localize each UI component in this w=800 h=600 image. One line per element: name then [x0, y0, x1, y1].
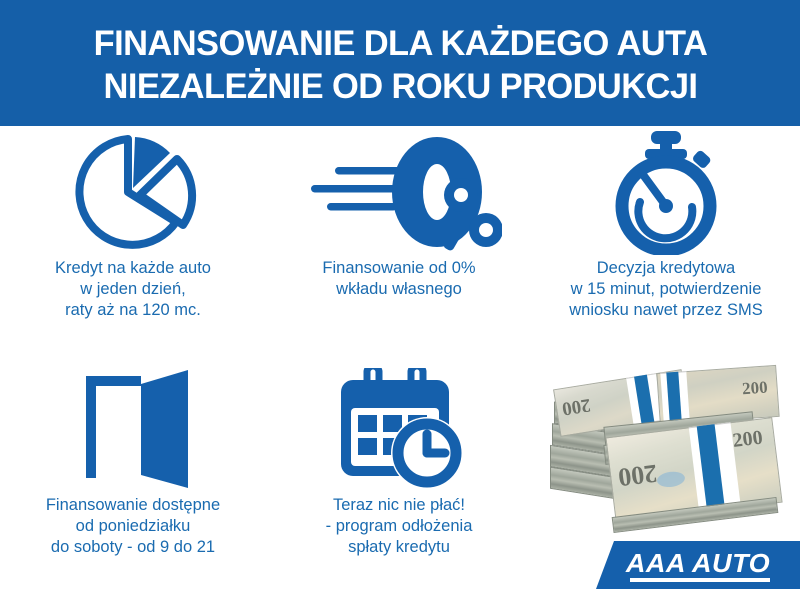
caption-line: w 15 minut, potwierdzenie — [570, 280, 762, 298]
caption-line: Decyzja kredytowa — [596, 259, 736, 277]
caption-line: raty aż na 120 mc. — [65, 301, 201, 319]
feature-grid: Kredyt na każde auto w jeden dzień, raty… — [0, 126, 800, 600]
headline-line-1: FINANSOWANIE DLA KAŻDEGO AUTA — [93, 24, 707, 63]
caption-line: spłaty kredytu — [348, 538, 450, 556]
logo-text: AAA AUTO — [625, 548, 771, 578]
stopwatch-icon — [602, 126, 730, 258]
pie-chart-icon — [58, 126, 208, 258]
headline-line-2: NIEZALEŻNIE OD ROKU PRODUKCJI — [103, 67, 697, 106]
feature-item-credit: Kredyt na każde auto w jeden dzień, raty… — [0, 126, 266, 363]
logo-underline — [630, 578, 770, 582]
caption-line: od poniedziałku — [75, 517, 191, 535]
feature-caption: Decyzja kredytowa w 15 minut, potwierdze… — [563, 258, 769, 321]
caption-line: - program odłożenia — [325, 517, 473, 535]
feature-caption: Teraz nic nie płać! - program odłożenia … — [320, 495, 479, 558]
feature-caption: Finansowanie od 0% wkładu własnego — [316, 258, 481, 300]
feature-item-fast-decision: Decyzja kredytowa w 15 minut, potwierdze… — [532, 126, 800, 363]
feature-caption: Kredyt na każde auto w jeden dzień, raty… — [49, 258, 217, 321]
caption-line: Finansowanie od 0% — [322, 259, 476, 277]
zero-percent-icon — [297, 126, 502, 258]
caption-line: wniosku nawet przez SMS — [569, 301, 763, 319]
feature-caption: Finansowanie dostępne od poniedziałku do… — [40, 495, 226, 558]
banknote-stacks-photo: 200 200 200 200 — [538, 364, 794, 534]
caption-line: wkładu własnego — [336, 280, 462, 298]
caption-line: do soboty - od 9 do 21 — [50, 538, 216, 556]
caption-line: Finansowanie dostępne — [45, 496, 221, 514]
calendar-clock-icon — [331, 363, 467, 495]
feature-item-opening-hours: Finansowanie dostępne od poniedziałku do… — [0, 363, 266, 600]
caption-line: w jeden dzień, — [80, 280, 186, 298]
feature-item-deferred-payment: Teraz nic nie płać! - program odłożenia … — [266, 363, 532, 600]
aaa-auto-logo[interactable]: AAA AUTO — [596, 541, 800, 589]
caption-line: Teraz nic nie płać! — [332, 496, 466, 514]
caption-line: Kredyt na każde auto — [55, 259, 211, 277]
header-banner: FINANSOWANIE DLA KAŻDEGO AUTA NIEZALEŻNI… — [0, 0, 800, 126]
open-door-icon — [68, 363, 198, 495]
money-and-logo-cell: 200 200 200 200 — [532, 363, 800, 600]
feature-item-zero-percent: Finansowanie od 0% wkładu własnego — [266, 126, 532, 363]
